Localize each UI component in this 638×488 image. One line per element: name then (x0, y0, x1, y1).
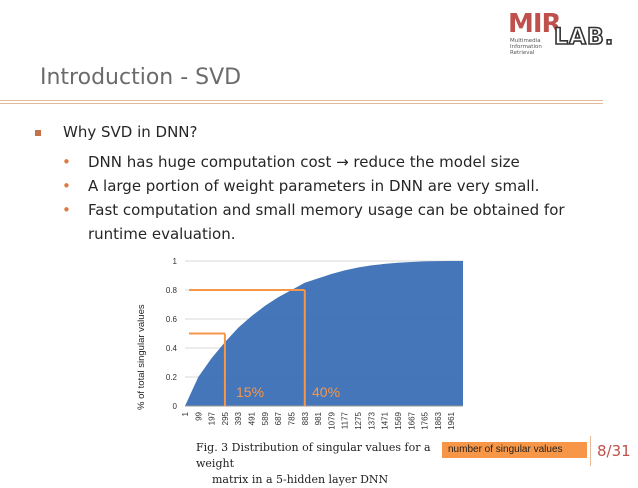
marker-40-label: 40% (312, 384, 341, 400)
logo-subtitle: Multimedia Information Retrieval (510, 38, 542, 56)
slide: MIR Multimedia Information Retrieval LAB… (0, 9, 637, 486)
chart-y-tick-label: 1 (173, 257, 178, 266)
logo-lab-text: LAB. (553, 25, 615, 51)
figure-caption: Fig. 3 Distribution of singular values f… (196, 440, 436, 488)
sub-bullet-text: A large portion of weight parameters in … (88, 177, 540, 195)
slide-title: Introduction - SVD (40, 65, 242, 90)
chart-x-tick-label: 687 (274, 411, 283, 425)
chart-x-tick-label: 1961 (447, 411, 456, 429)
chart-x-tick-label: 1863 (434, 411, 443, 429)
square-bullet-icon (35, 130, 41, 136)
chart-x-tick-label: 1 (181, 411, 190, 416)
singular-value-chart: 0 0.2 0.4 0.6 0.8 1 1 99 197 295 393 491 589 687 785 88… (166, 257, 463, 430)
chart-x-tick-label: 393 (234, 411, 243, 425)
chart-x-tick-label: 1373 (367, 411, 376, 429)
logo-subtitle-line: Information (510, 44, 542, 50)
chart-x-tick-label: 1275 (354, 411, 363, 429)
sub-bullet-text-continued: runtime evaluation. (88, 225, 236, 243)
chart-x-tick-label: 99 (194, 411, 203, 420)
sub-bullet-text: Fast computation and small memory usage … (88, 201, 565, 219)
dot-bullet-icon: • (62, 153, 71, 171)
dot-bullet-icon: • (62, 177, 71, 195)
figure-caption-line: matrix in a 5-hidden layer DNN (212, 473, 389, 486)
chart-y-tick-label: 0.6 (166, 315, 178, 324)
dot-bullet-icon: • (62, 201, 71, 219)
marker-15-label: 15% (236, 384, 265, 400)
chart-x-tick-label: 1765 (421, 411, 430, 429)
logo-subtitle-line: Retrieval (510, 50, 535, 56)
sub-bullet-text: DNN has huge computation cost → reduce t… (88, 153, 520, 171)
chart-x-tick-label: 1569 (394, 411, 403, 429)
chart-x-tick-label: 197 (208, 411, 217, 425)
chart-x-tick-label: 981 (314, 411, 323, 425)
chart-x-axis-title: number of singular values (442, 442, 587, 458)
chart-x-tick-label: 1079 (327, 411, 336, 429)
chart-x-tick-label: 785 (287, 411, 296, 425)
page-number: 8/31 (597, 442, 631, 460)
chart-x-tick-label: 589 (261, 411, 270, 425)
chart-x-tick-label: 883 (301, 411, 310, 425)
chart-x-tick-label: 295 (221, 411, 230, 425)
mirlab-logo: MIR Multimedia Information Retrieval LAB… (508, 9, 628, 56)
chart-y-tick-label: 0 (173, 402, 178, 411)
chart-x-tick-label: 1177 (341, 411, 350, 429)
chart-y-tick-label: 0.8 (166, 286, 178, 295)
page-number-box (590, 436, 637, 466)
chart-y-tick-label: 0.2 (166, 373, 178, 382)
figure-caption-line: Fig. 3 Distribution of singular values f… (196, 441, 431, 470)
logo-subtitle-line: Multimedia (510, 38, 541, 44)
chart-x-tick-label: 1667 (407, 411, 416, 429)
logo-mir-text: MIR (508, 9, 562, 39)
title-divider-top (0, 100, 603, 101)
title-divider-bottom (0, 103, 603, 104)
chart-x-tick-label: 491 (248, 411, 257, 425)
chart-x-tick-label: 1471 (381, 411, 390, 429)
chart-y-tick-label: 0.4 (166, 344, 178, 353)
chart-area-series (185, 261, 463, 406)
chart-y-axis-label: % of total singular values (136, 304, 147, 410)
bullet-main: Why SVD in DNN? (63, 123, 198, 141)
